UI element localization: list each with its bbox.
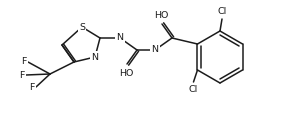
Text: Cl: Cl [217,8,226,16]
Text: Cl: Cl [189,84,198,93]
Text: N: N [117,34,124,43]
Text: N: N [151,46,158,55]
Text: N: N [92,53,99,62]
Text: S: S [79,22,85,32]
Text: HO: HO [119,69,133,77]
Text: F: F [22,58,27,67]
Text: F: F [30,82,35,91]
Text: HO: HO [154,11,168,20]
Text: F: F [20,70,25,79]
